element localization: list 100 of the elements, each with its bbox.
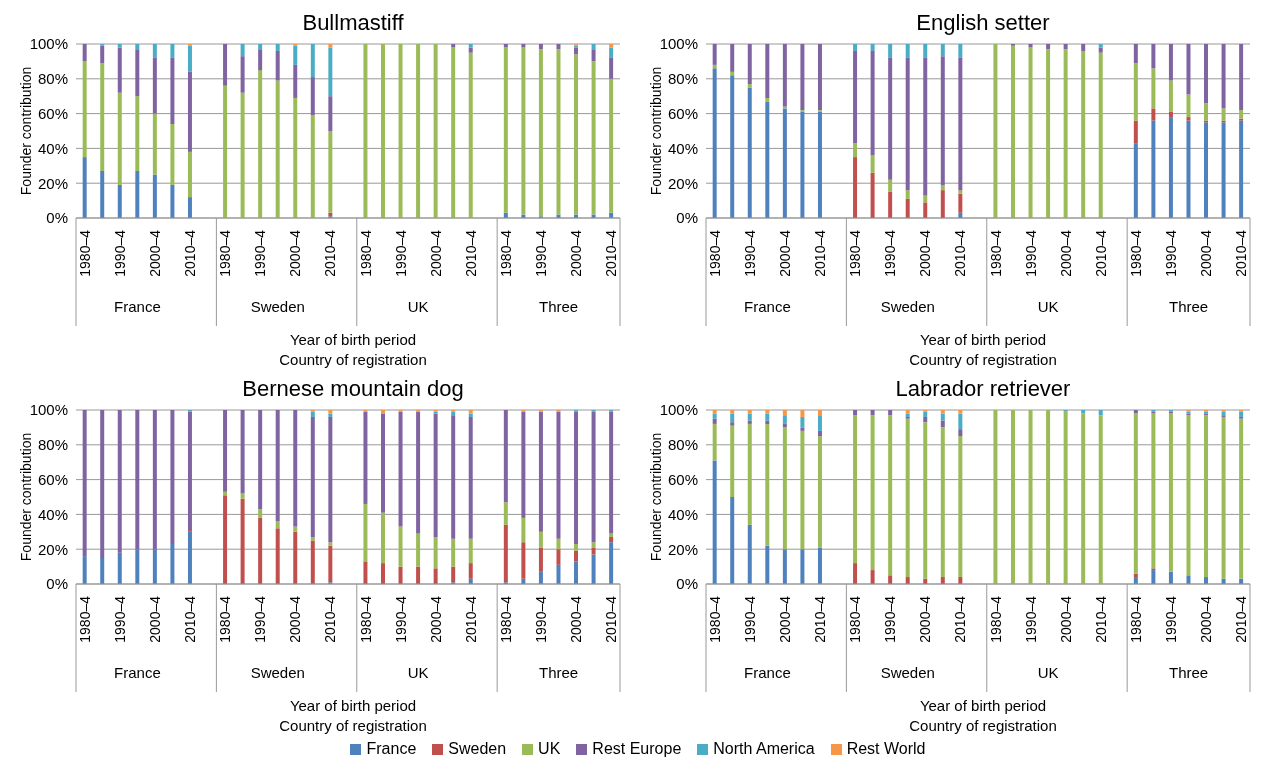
text: Sweden bbox=[250, 298, 305, 315]
x-tick-label: 1990–4 bbox=[1022, 595, 1039, 643]
text: UK bbox=[407, 298, 429, 315]
y-tick-label: 20% bbox=[667, 174, 698, 192]
x-tick-label: 1980–4 bbox=[847, 595, 864, 643]
x-tick-label: 2000–4 bbox=[427, 229, 444, 277]
chart-title: Bernese mountain dog bbox=[242, 376, 464, 401]
x-tick-label: 1980–4 bbox=[76, 229, 93, 277]
x-tick-label: 2000–4 bbox=[146, 229, 163, 277]
x-tick-label: 2000–4 bbox=[287, 595, 304, 643]
legend-label: Rest Europe bbox=[591, 740, 682, 758]
text: UK bbox=[1037, 664, 1059, 681]
text: France bbox=[114, 298, 161, 315]
x-tick-label: 1980–4 bbox=[847, 229, 864, 277]
x-tick-label: 2010–4 bbox=[603, 229, 620, 277]
y-tick-label: 20% bbox=[37, 174, 68, 192]
x-axis-title: Year of birth period Country of registration bbox=[278, 330, 428, 370]
text: UK bbox=[1037, 298, 1059, 315]
x-tick-label: 2000–4 bbox=[776, 229, 793, 277]
legend-label: North America bbox=[712, 740, 815, 758]
y-tick-label: 80% bbox=[37, 436, 68, 454]
chart-title: Bullmastiff bbox=[302, 10, 404, 35]
x-tick-label: 2010–4 bbox=[952, 229, 969, 277]
x-tick-label: 2000–4 bbox=[917, 595, 934, 643]
x-tick-label: 1980–4 bbox=[357, 229, 374, 277]
legend-label: France bbox=[365, 740, 417, 758]
x-tick-label: 1990–4 bbox=[252, 229, 269, 277]
x-tick-label: 2000–4 bbox=[776, 595, 793, 643]
x-tick-label: 1990–4 bbox=[533, 595, 550, 643]
x-tick-label: 1990–4 bbox=[111, 229, 128, 277]
y-tick-label: 80% bbox=[667, 70, 698, 88]
y-tick-label: 20% bbox=[37, 540, 68, 558]
y-tick-label: 60% bbox=[667, 470, 698, 488]
x-tick-label: 1980–4 bbox=[497, 595, 514, 643]
x-tick-label: 1990–4 bbox=[392, 229, 409, 277]
x-tick-label: 2010–4 bbox=[812, 229, 829, 277]
x-tick-label: 2010–4 bbox=[182, 229, 199, 277]
chart-title: English setter bbox=[916, 10, 1050, 35]
chart-title: Labrador retriever bbox=[895, 376, 1071, 401]
x-tick-label: 2010–4 bbox=[1233, 229, 1250, 277]
text: Sweden bbox=[880, 298, 935, 315]
x-tick-label: 2000–4 bbox=[917, 229, 934, 277]
x-tick-label: 2000–4 bbox=[146, 595, 163, 643]
legend-label: Sweden bbox=[447, 740, 507, 758]
x-tick-label: 1980–4 bbox=[987, 229, 1004, 277]
text: Sweden bbox=[880, 664, 935, 681]
x-tick-label: 2000–4 bbox=[1198, 595, 1215, 643]
x-tick-label: 2010–4 bbox=[812, 595, 829, 643]
x-tick-label: 2000–4 bbox=[1057, 229, 1074, 277]
text: Sweden bbox=[250, 664, 305, 681]
y-tick-label: 100% bbox=[659, 401, 698, 419]
y-tick-label: 60% bbox=[37, 104, 68, 122]
y-tick-label: 0% bbox=[46, 209, 68, 227]
x-tick-label: 1980–4 bbox=[76, 595, 93, 643]
x-tick-label: 2010–4 bbox=[603, 595, 620, 643]
legend-label: Rest World bbox=[845, 740, 926, 758]
text: UK bbox=[407, 664, 429, 681]
x-tick-label: 2010–4 bbox=[462, 595, 479, 643]
x-tick-label: 2010–4 bbox=[462, 229, 479, 277]
y-tick-label: 80% bbox=[667, 436, 698, 454]
x-axis-title: Year of birth period Country of registration bbox=[278, 696, 428, 736]
y-tick-label: 60% bbox=[667, 104, 698, 122]
y-tick-label: 40% bbox=[37, 139, 68, 157]
y-tick-label: 40% bbox=[667, 505, 698, 523]
x-axis-title: Year of birth period Country of registration bbox=[908, 696, 1058, 736]
x-tick-label: 1990–4 bbox=[741, 229, 758, 277]
text: Three bbox=[538, 298, 579, 315]
x-tick-label: 2010–4 bbox=[182, 595, 199, 643]
y-tick-label: 40% bbox=[667, 139, 698, 157]
y-tick-label: 100% bbox=[659, 35, 698, 53]
x-tick-label: 1990–4 bbox=[741, 595, 758, 643]
x-tick-label: 1990–4 bbox=[882, 595, 899, 643]
y-tick-label: 0% bbox=[676, 575, 698, 593]
x-tick-label: 1980–4 bbox=[497, 229, 514, 277]
text: France bbox=[744, 664, 791, 681]
y-tick-label: 20% bbox=[667, 540, 698, 558]
x-tick-label: 1990–4 bbox=[252, 595, 269, 643]
x-tick-label: 2000–4 bbox=[1057, 595, 1074, 643]
x-tick-label: 1990–4 bbox=[533, 229, 550, 277]
y-tick-label: 0% bbox=[676, 209, 698, 227]
y-axis-title: Founder contribution bbox=[647, 432, 664, 562]
y-tick-label: 60% bbox=[37, 470, 68, 488]
y-axis-title: Founder contribution bbox=[647, 66, 664, 196]
x-tick-label: 1980–4 bbox=[1127, 595, 1144, 643]
x-tick-label: 1980–4 bbox=[1127, 229, 1144, 277]
x-tick-label: 2010–4 bbox=[952, 595, 969, 643]
y-tick-label: 40% bbox=[37, 505, 68, 523]
text: France bbox=[744, 298, 791, 315]
x-axis-title: Year of birth period Country of registration bbox=[908, 330, 1058, 370]
legend-label: UK bbox=[537, 740, 561, 758]
y-tick-label: 100% bbox=[29, 35, 68, 53]
x-tick-label: 1990–4 bbox=[882, 229, 899, 277]
x-tick-label: 2010–4 bbox=[1092, 595, 1109, 643]
x-tick-label: 2000–4 bbox=[568, 229, 585, 277]
x-tick-label: 1990–4 bbox=[1022, 229, 1039, 277]
x-tick-label: 1980–4 bbox=[706, 595, 723, 643]
x-tick-label: 2010–4 bbox=[1092, 229, 1109, 277]
x-tick-label: 1990–4 bbox=[392, 595, 409, 643]
x-tick-label: 1990–4 bbox=[1163, 595, 1180, 643]
text: Three bbox=[1168, 298, 1209, 315]
